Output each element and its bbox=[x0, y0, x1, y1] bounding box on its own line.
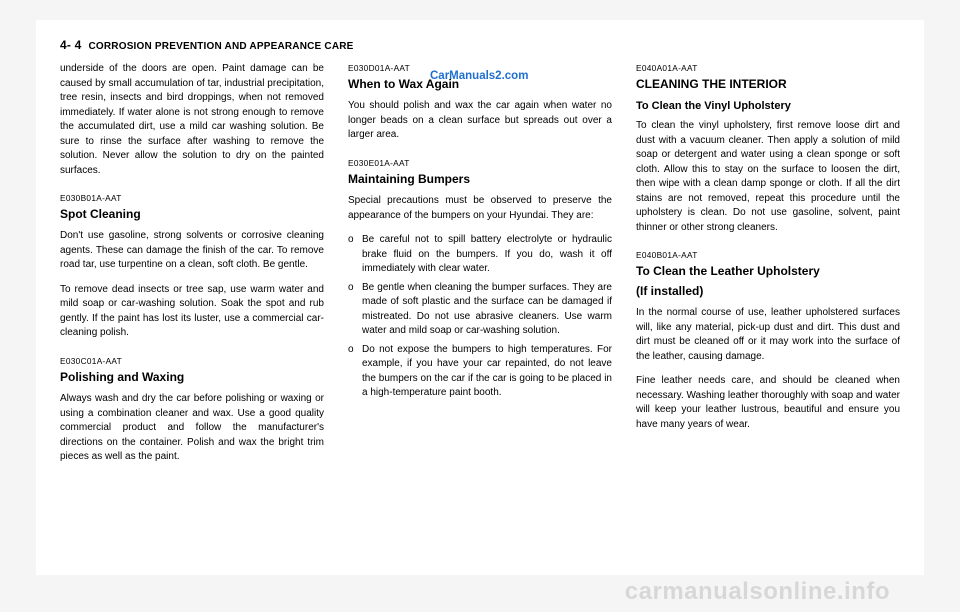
section-title-polishing: Polishing and Waxing bbox=[60, 369, 324, 386]
bullet-icon: o bbox=[348, 343, 362, 401]
list-text: Be gentle when cleaning the bumper surfa… bbox=[362, 281, 612, 339]
content-columns: underside of the doors are open. Paint d… bbox=[60, 62, 900, 475]
paragraph: In the normal course of use, leather uph… bbox=[636, 306, 900, 364]
section-title-interior: CLEANING THE INTERIOR bbox=[636, 76, 900, 93]
paragraph: Fine leather needs care, and should be c… bbox=[636, 374, 900, 432]
section-subtitle-vinyl: To Clean the Vinyl Upholstery bbox=[636, 99, 900, 115]
section-title-bumpers: Maintaining Bumpers bbox=[348, 171, 612, 188]
section-title-leather: To Clean the Leather Upholstery bbox=[636, 263, 900, 280]
watermark-bottom: carmanualsonline.info bbox=[625, 578, 890, 606]
list-text: Be careful not to spill battery electrol… bbox=[362, 233, 612, 277]
page-header: 4- 4 CORROSION PREVENTION AND APPEARANCE… bbox=[60, 38, 900, 52]
paragraph: Don't use gasoline, strong solvents or c… bbox=[60, 229, 324, 273]
list-item: o Do not expose the bumpers to high temp… bbox=[348, 343, 612, 401]
paragraph: To clean the vinyl upholstery, first rem… bbox=[636, 119, 900, 235]
paragraph: Always wash and dry the car before polis… bbox=[60, 392, 324, 465]
section-title-spot-cleaning: Spot Cleaning bbox=[60, 206, 324, 223]
section-code: E040B01A-AAT bbox=[636, 249, 900, 261]
bullet-icon: o bbox=[348, 281, 362, 339]
list-item: o Be careful not to spill battery electr… bbox=[348, 233, 612, 277]
bumper-list: o Be careful not to spill battery electr… bbox=[348, 233, 612, 401]
column-3: E040A01A-AAT CLEANING THE INTERIOR To Cl… bbox=[636, 62, 900, 475]
chapter-title: CORROSION PREVENTION AND APPEARANCE CARE bbox=[88, 41, 353, 52]
section-subtitle-installed: (If installed) bbox=[636, 283, 900, 300]
column-1: underside of the doors are open. Paint d… bbox=[60, 62, 324, 475]
paragraph: You should polish and wax the car again … bbox=[348, 99, 612, 143]
paragraph: Special precautions must be observed to … bbox=[348, 194, 612, 223]
intro-paragraph: underside of the doors are open. Paint d… bbox=[60, 62, 324, 178]
section-code: E030B01A-AAT bbox=[60, 192, 324, 204]
bullet-icon: o bbox=[348, 233, 362, 277]
list-item: o Be gentle when cleaning the bumper sur… bbox=[348, 281, 612, 339]
section-code: E040A01A-AAT bbox=[636, 62, 900, 74]
section-code: E030E01A-AAT bbox=[348, 157, 612, 169]
paragraph: To remove dead insects or tree sap, use … bbox=[60, 283, 324, 341]
column-2: E030D01A-AAT When to Wax Again You shoul… bbox=[348, 62, 612, 475]
list-text: Do not expose the bumpers to high temper… bbox=[362, 343, 612, 401]
manual-page: 4- 4 CORROSION PREVENTION AND APPEARANCE… bbox=[36, 20, 924, 575]
watermark-top: CarManuals2.com bbox=[430, 70, 528, 82]
section-code: E030C01A-AAT bbox=[60, 355, 324, 367]
page-number: 4- 4 bbox=[60, 38, 81, 52]
